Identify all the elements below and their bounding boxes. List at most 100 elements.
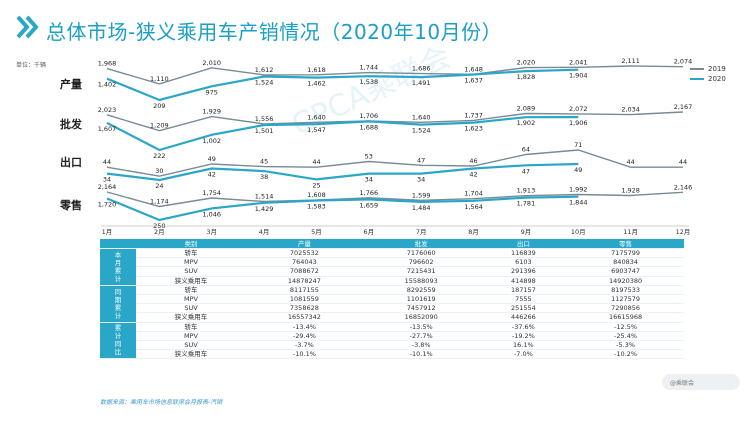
panel-label-3: 零售 bbox=[59, 198, 82, 212]
data-label-1-2019-9: 2,072 bbox=[569, 105, 588, 113]
table-header-category: 类别 bbox=[136, 239, 246, 249]
table-header-row: 类别 产量 批发 出口 零售 bbox=[100, 239, 684, 249]
x-tick-label-3: 4月 bbox=[259, 228, 270, 236]
data-label-1-2020-8: 1,902 bbox=[517, 119, 536, 127]
data-label-2-2019-11: 44 bbox=[679, 158, 687, 166]
series-line-1-2020 bbox=[106, 116, 579, 152]
legend-swatch-2020 bbox=[690, 78, 704, 80]
table-group-label: 本月累计 bbox=[100, 248, 136, 286]
series-line-2-2020 bbox=[106, 162, 579, 182]
series-line-2-2019 bbox=[106, 149, 683, 177]
data-label-0-2019-11: 2,074 bbox=[674, 58, 693, 66]
table-cell: 840834 bbox=[567, 257, 684, 268]
table-cell: 187157 bbox=[479, 285, 568, 295]
data-label-1-2020-7: 1,623 bbox=[464, 125, 483, 133]
x-tick-label-0: 1月 bbox=[102, 228, 113, 236]
table-cell: -27.7% bbox=[362, 331, 480, 341]
table-cell: 8292559 bbox=[362, 285, 480, 295]
data-label-0-2020-3: 1,524 bbox=[255, 78, 274, 86]
table-row-label: 狭义乘用车 bbox=[136, 349, 246, 360]
table-row: 狭义乘用车 -10.1% -10.1% -7.0% -10.2% bbox=[100, 349, 684, 360]
data-label-2-2019-9: 71 bbox=[574, 141, 582, 149]
data-label-2-2019-10: 44 bbox=[626, 158, 634, 166]
data-label-1-2019-1: 1,209 bbox=[150, 122, 169, 130]
panel-label-1: 批发 bbox=[60, 117, 83, 131]
panel-label-0: 产量 bbox=[60, 77, 82, 91]
table-cell: -37.6% bbox=[479, 322, 568, 332]
data-label-1-2019-0: 2,023 bbox=[98, 106, 117, 114]
table-cell: 446266 bbox=[479, 312, 568, 323]
data-label-3-2019-3: 1,514 bbox=[255, 193, 274, 201]
data-label-0-2019-5: 1,744 bbox=[360, 64, 379, 72]
table-row: MPV -29.4% -27.7% -19.2% -25.4% bbox=[100, 331, 684, 341]
data-label-3-2019-2: 1,754 bbox=[202, 189, 221, 197]
legend-item-2019: 2019 bbox=[690, 64, 726, 74]
data-label-3-2019-11: 2,146 bbox=[674, 183, 693, 191]
legend-swatch-2019 bbox=[690, 68, 704, 70]
data-label-0-2019-9: 2,041 bbox=[569, 58, 588, 66]
x-tick-label-5: 6月 bbox=[363, 228, 374, 236]
table-cell: -29.4% bbox=[246, 331, 363, 341]
table-row-label: 轿车 bbox=[136, 248, 246, 259]
data-label-2-2019-7: 46 bbox=[469, 157, 477, 165]
data-label-2-2019-6: 47 bbox=[417, 156, 425, 164]
legend-item-2020: 2020 bbox=[690, 74, 726, 84]
series-line-0-2019 bbox=[106, 65, 684, 85]
data-label-1-2019-7: 1,737 bbox=[464, 111, 483, 119]
data-label-3-2020-2: 1,046 bbox=[202, 210, 221, 218]
data-label-0-2020-8: 1,828 bbox=[517, 73, 536, 81]
data-label-3-2019-9: 1,992 bbox=[569, 186, 588, 194]
series-line-3-2019 bbox=[106, 191, 684, 208]
data-label-0-2019-1: 1,110 bbox=[150, 75, 169, 83]
data-label-0-2020-2: 975 bbox=[206, 88, 218, 96]
table-header-production: 产量 bbox=[246, 239, 363, 249]
table-cell: 7025532 bbox=[246, 248, 363, 259]
table-cell: 16852090 bbox=[362, 312, 480, 323]
data-label-3-2019-10: 1,928 bbox=[621, 186, 640, 194]
table-row-label: 轿车 bbox=[136, 322, 246, 332]
data-label-1-2019-10: 2,034 bbox=[621, 106, 640, 114]
title-bar: 总体市场-狭义乘用车产销情况（2020年10月份） bbox=[12, 10, 740, 46]
data-label-0-2019-0: 1,968 bbox=[98, 60, 117, 68]
table-row: SUV 7358628 7457912 251554 7290856 bbox=[100, 303, 684, 314]
data-label-0-2020-4: 1,462 bbox=[307, 80, 326, 88]
legend-label-2020: 2020 bbox=[708, 75, 726, 83]
data-label-1-2020-9: 1,906 bbox=[569, 119, 588, 127]
x-tick-label-9: 10月 bbox=[571, 228, 586, 236]
data-label-0-2020-1: 209 bbox=[153, 102, 165, 110]
table-cell: 15588093 bbox=[362, 276, 480, 286]
table-cell: -10.1% bbox=[362, 349, 480, 360]
data-label-0-2019-4: 1,618 bbox=[307, 66, 326, 74]
table-header-export: 出口 bbox=[479, 239, 568, 249]
page-title: 总体市场-狭义乘用车产销情况（2020年10月份） bbox=[46, 20, 503, 44]
table-cell: 7215431 bbox=[362, 266, 480, 277]
data-label-1-2019-8: 2,089 bbox=[517, 105, 536, 113]
table-cell: 1081559 bbox=[246, 294, 363, 305]
data-label-1-2020-6: 1,524 bbox=[412, 127, 431, 135]
summary-table: 类别 产量 批发 出口 零售 本月累计轿车 7025532 7176060 11683… bbox=[100, 239, 684, 360]
table-cell: 1101619 bbox=[362, 294, 480, 305]
data-label-1-2019-5: 1,706 bbox=[360, 112, 379, 120]
data-label-0-2020-7: 1,637 bbox=[464, 76, 483, 84]
table-cell: 14920380 bbox=[567, 276, 684, 286]
x-tick-label-8: 9月 bbox=[521, 228, 532, 236]
x-tick-label-2: 3月 bbox=[206, 228, 217, 236]
data-label-2-2020-8: 47 bbox=[522, 167, 530, 175]
table-cell: 116839 bbox=[479, 248, 568, 259]
data-label-2-2020-5: 34 bbox=[365, 176, 373, 184]
table-row-label: MPV bbox=[136, 257, 246, 268]
table-cell: 7457912 bbox=[362, 303, 480, 314]
table-cell: -10.2% bbox=[567, 349, 684, 360]
data-label-3-2020-7: 1,564 bbox=[464, 203, 483, 211]
table-cell: -3.8% bbox=[362, 340, 480, 351]
table-body: 本月累计轿车 7025532 7176060 116839 7175799 MPV 7640… bbox=[100, 248, 684, 360]
table-cell: -12.5% bbox=[567, 322, 684, 332]
x-tick-label-10: 11月 bbox=[623, 228, 638, 236]
table-group-label: 同期累计 bbox=[100, 285, 136, 323]
data-label-0-2020-0: 1,402 bbox=[98, 81, 117, 89]
table-cell: 14878247 bbox=[246, 276, 363, 286]
data-label-3-2019-6: 1,599 bbox=[412, 191, 431, 199]
publisher-badge: @乘联会 bbox=[662, 374, 740, 390]
series-line-0-2020 bbox=[106, 68, 579, 102]
x-tick-label-11: 12月 bbox=[676, 228, 691, 236]
